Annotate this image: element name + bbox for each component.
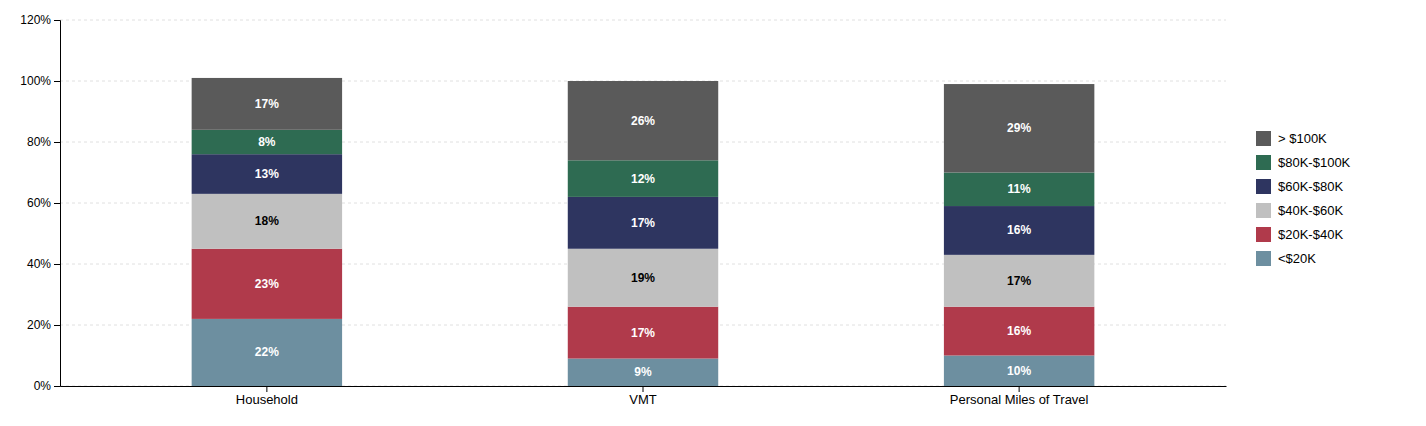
data-label: 9% — [634, 365, 652, 379]
bar-segment — [568, 160, 718, 197]
legend-swatch — [1256, 227, 1271, 242]
bar-segment — [944, 84, 1094, 172]
legend-item: <$20K — [1256, 251, 1316, 266]
chart: 22% 9% 10% 23% 17% 16% 18% 19% 17% 13% 17% 16% 8% 12%… — [0, 0, 1426, 426]
data-label: 23% — [255, 277, 279, 291]
data-label: 22% — [255, 345, 279, 359]
bar-segment — [192, 154, 342, 194]
tick: Household — [236, 386, 298, 407]
tick-mark — [266, 386, 267, 392]
tick-mark — [54, 386, 60, 387]
data-label: 17% — [1007, 274, 1031, 288]
tick-label: 20% — [27, 318, 51, 332]
bar-segment — [944, 307, 1094, 356]
data-labels: 22% 9% 10% 23% 17% 16% 18% 19% 17% 13% 17% 16% 8% 12%… — [255, 97, 1032, 379]
tick-mark — [54, 81, 60, 82]
tick-label: 120% — [20, 13, 51, 27]
legend-item: > $100K — [1256, 131, 1327, 146]
tick-label: 60% — [27, 196, 51, 210]
axis-line — [54, 21, 61, 387]
tick-label: Household — [236, 392, 298, 407]
legend-swatch — [1256, 131, 1271, 146]
series — [192, 78, 1095, 173]
data-label: 29% — [1007, 121, 1031, 135]
legend-swatch — [1256, 203, 1271, 218]
legend-swatch — [1256, 155, 1271, 170]
tick: 120% — [20, 13, 60, 27]
tick-mark — [54, 325, 60, 326]
tick-mark — [54, 20, 60, 21]
data-label: 17% — [631, 326, 655, 340]
legend-swatch — [1256, 251, 1271, 266]
tick: 20% — [27, 318, 60, 332]
data-label: 13% — [255, 167, 279, 181]
legend-item: $40K-$60K — [1256, 203, 1343, 218]
bar-segment — [568, 197, 718, 249]
data-label: 8% — [258, 135, 276, 149]
data-label: 19% — [631, 271, 655, 285]
legend-item: $60K-$80K — [1256, 179, 1343, 194]
legend-label: $60K-$80K — [1278, 179, 1343, 194]
data-label: 16% — [1007, 324, 1031, 338]
legend-label: $20K-$40K — [1278, 227, 1343, 242]
bar-segment — [568, 307, 718, 359]
legend-label: <$20K — [1278, 251, 1316, 266]
grid-line — [60, 20, 1226, 21]
tick-label: 100% — [20, 74, 51, 88]
x-axis: Household VMT Personal Miles of Travel — [61, 386, 1227, 407]
tick-label: VMT — [629, 392, 657, 407]
data-label: 26% — [631, 114, 655, 128]
tick-label: 80% — [27, 135, 51, 149]
tick-mark — [643, 386, 644, 392]
tick-mark — [1019, 386, 1020, 392]
bar-segment — [192, 130, 342, 154]
bar-segment — [944, 206, 1094, 255]
plot: 22% 9% 10% 23% 17% 16% 18% 19% 17% 13% 17% 16% 8% 12%… — [20, 13, 1226, 407]
data-label: 18% — [255, 214, 279, 228]
legend-swatch — [1256, 179, 1271, 194]
tick: 0% — [34, 379, 60, 393]
bar-segment — [944, 173, 1094, 207]
data-label: 17% — [255, 97, 279, 111]
legend-item: $20K-$40K — [1256, 227, 1343, 242]
tick: VMT — [629, 386, 657, 407]
tick: 60% — [27, 196, 60, 210]
tick: Personal Miles of Travel — [950, 386, 1089, 407]
tick-mark — [54, 142, 60, 143]
bar-segment — [944, 356, 1094, 387]
bars — [192, 78, 1095, 386]
data-label: 16% — [1007, 223, 1031, 237]
tick-label: Personal Miles of Travel — [950, 392, 1089, 407]
bar-segment — [568, 359, 718, 386]
tick-label: 40% — [27, 257, 51, 271]
tick-mark — [54, 264, 60, 265]
bar-segment — [568, 81, 718, 160]
legend: > $100K $80K-$100K $60K-$80K $40K-$60K $20K-… — [1256, 131, 1351, 266]
bar-segment — [192, 78, 342, 130]
data-label: 10% — [1007, 364, 1031, 378]
bar-segment — [192, 319, 342, 386]
legend-label: $80K-$100K — [1278, 155, 1351, 170]
tick-mark — [54, 203, 60, 204]
series — [192, 194, 1095, 307]
legend-item: $80K-$100K — [1256, 155, 1351, 170]
bar-segment — [944, 255, 1094, 307]
bar-segment — [192, 194, 342, 249]
tick: 100% — [20, 74, 60, 88]
tick-label: 0% — [34, 379, 52, 393]
data-label: 11% — [1007, 182, 1031, 196]
y-axis: 0% 20% 40% 60% 80% 100% 120% — [20, 13, 60, 393]
data-label: 17% — [631, 216, 655, 230]
tick: 40% — [27, 257, 60, 271]
legend-label: $40K-$60K — [1278, 203, 1343, 218]
legend-label: > $100K — [1278, 131, 1327, 146]
grid — [60, 20, 1226, 386]
tick: 80% — [27, 135, 60, 149]
bar-segment — [568, 249, 718, 307]
bar-segment — [192, 249, 342, 319]
series — [192, 249, 1095, 359]
data-label: 12% — [631, 172, 655, 186]
